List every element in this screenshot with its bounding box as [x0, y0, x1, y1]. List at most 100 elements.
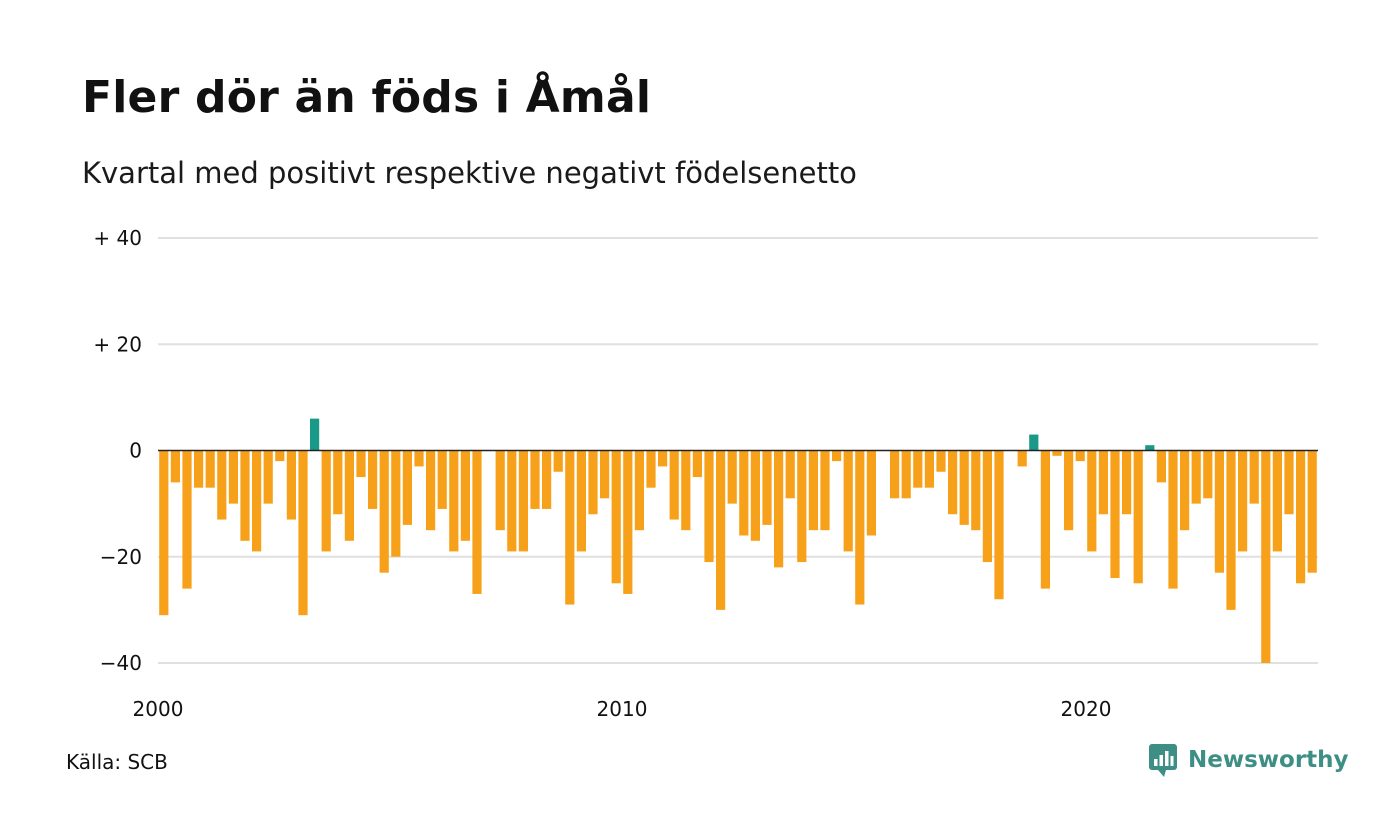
bar — [1168, 450, 1178, 589]
bar — [982, 450, 992, 563]
bar — [762, 450, 772, 525]
bar — [286, 450, 296, 520]
bar — [843, 450, 853, 552]
bar — [658, 450, 668, 467]
axes: + 40 + 20 0 −20 −40 2000 2010 2020 — [93, 226, 1318, 721]
bar — [692, 450, 702, 478]
bar — [1214, 450, 1224, 573]
bar — [402, 450, 412, 525]
brand-name: Newsworthy — [1188, 747, 1349, 773]
bar — [1064, 450, 1074, 531]
y-tick-label: −40 — [100, 651, 142, 675]
bar — [820, 450, 830, 531]
bar — [739, 450, 749, 536]
bar — [228, 450, 238, 504]
x-tick-label: 2010 — [597, 697, 648, 721]
bar — [275, 450, 285, 462]
bar — [832, 450, 842, 462]
bar — [704, 450, 714, 563]
bar — [681, 450, 691, 531]
bar — [426, 450, 436, 531]
bar — [716, 450, 726, 610]
chart-subtitle: Kvartal med positivt respektive negativt… — [82, 156, 857, 190]
y-tick-label: + 40 — [93, 226, 142, 250]
brand-logo: Newsworthy — [1148, 742, 1349, 778]
bar — [1272, 450, 1282, 552]
bar — [1249, 450, 1259, 504]
bar — [750, 450, 760, 541]
bar — [170, 450, 180, 483]
bar — [1133, 450, 1143, 584]
bar — [774, 450, 784, 568]
bar — [623, 450, 633, 594]
bar — [1226, 450, 1236, 610]
bar — [159, 450, 169, 616]
bar — [449, 450, 459, 552]
bar — [634, 450, 644, 531]
bar — [576, 450, 586, 552]
bar — [588, 450, 598, 515]
x-tick-label: 2000 — [133, 697, 184, 721]
bar — [797, 450, 807, 563]
bar — [890, 450, 900, 499]
x-tick-label: 2020 — [1061, 697, 1112, 721]
bar — [866, 450, 876, 536]
bar — [368, 450, 378, 509]
bar — [542, 450, 552, 509]
bar — [1156, 450, 1166, 483]
bar — [1122, 450, 1132, 515]
y-tick-label: + 20 — [93, 332, 142, 356]
bar — [936, 450, 946, 472]
bar — [460, 450, 470, 541]
bar — [1017, 450, 1027, 467]
bar — [785, 450, 795, 499]
bar — [855, 450, 865, 605]
bar — [994, 450, 1004, 600]
bar — [1284, 450, 1294, 515]
bar — [1087, 450, 1097, 552]
bar — [182, 450, 192, 589]
source-note: Källa: SCB — [66, 750, 168, 774]
bar — [379, 450, 389, 573]
bar — [344, 450, 354, 541]
bar — [600, 450, 610, 499]
bar — [553, 450, 563, 472]
bar — [1029, 434, 1039, 451]
bar — [530, 450, 540, 509]
bar — [669, 450, 679, 520]
bar — [217, 450, 227, 520]
bar — [1052, 450, 1062, 456]
bar — [437, 450, 447, 509]
bar — [495, 450, 505, 531]
bar — [727, 450, 737, 504]
bar — [1296, 450, 1306, 584]
bar — [333, 450, 343, 515]
bars — [159, 418, 1317, 663]
bar — [646, 450, 656, 488]
bar — [959, 450, 969, 525]
bar — [518, 450, 528, 552]
bar — [252, 450, 262, 552]
bar — [1075, 450, 1085, 462]
bar — [1191, 450, 1201, 504]
bar — [507, 450, 517, 552]
bar — [205, 450, 215, 488]
y-tick-label: −20 — [100, 545, 142, 569]
bar — [194, 450, 204, 488]
bar — [971, 450, 981, 531]
bar — [1203, 450, 1213, 499]
bar — [808, 450, 818, 531]
bar — [472, 450, 482, 594]
bar — [321, 450, 331, 552]
bar — [1098, 450, 1108, 515]
bar — [924, 450, 934, 488]
bar — [1307, 450, 1317, 573]
bar — [1145, 445, 1155, 451]
bar — [1180, 450, 1190, 531]
chart-title: Fler dör än föds i Åmål — [82, 72, 652, 123]
bar — [310, 418, 320, 451]
bar — [1040, 450, 1050, 589]
y-tick-label: 0 — [129, 439, 142, 463]
bar — [298, 450, 308, 616]
